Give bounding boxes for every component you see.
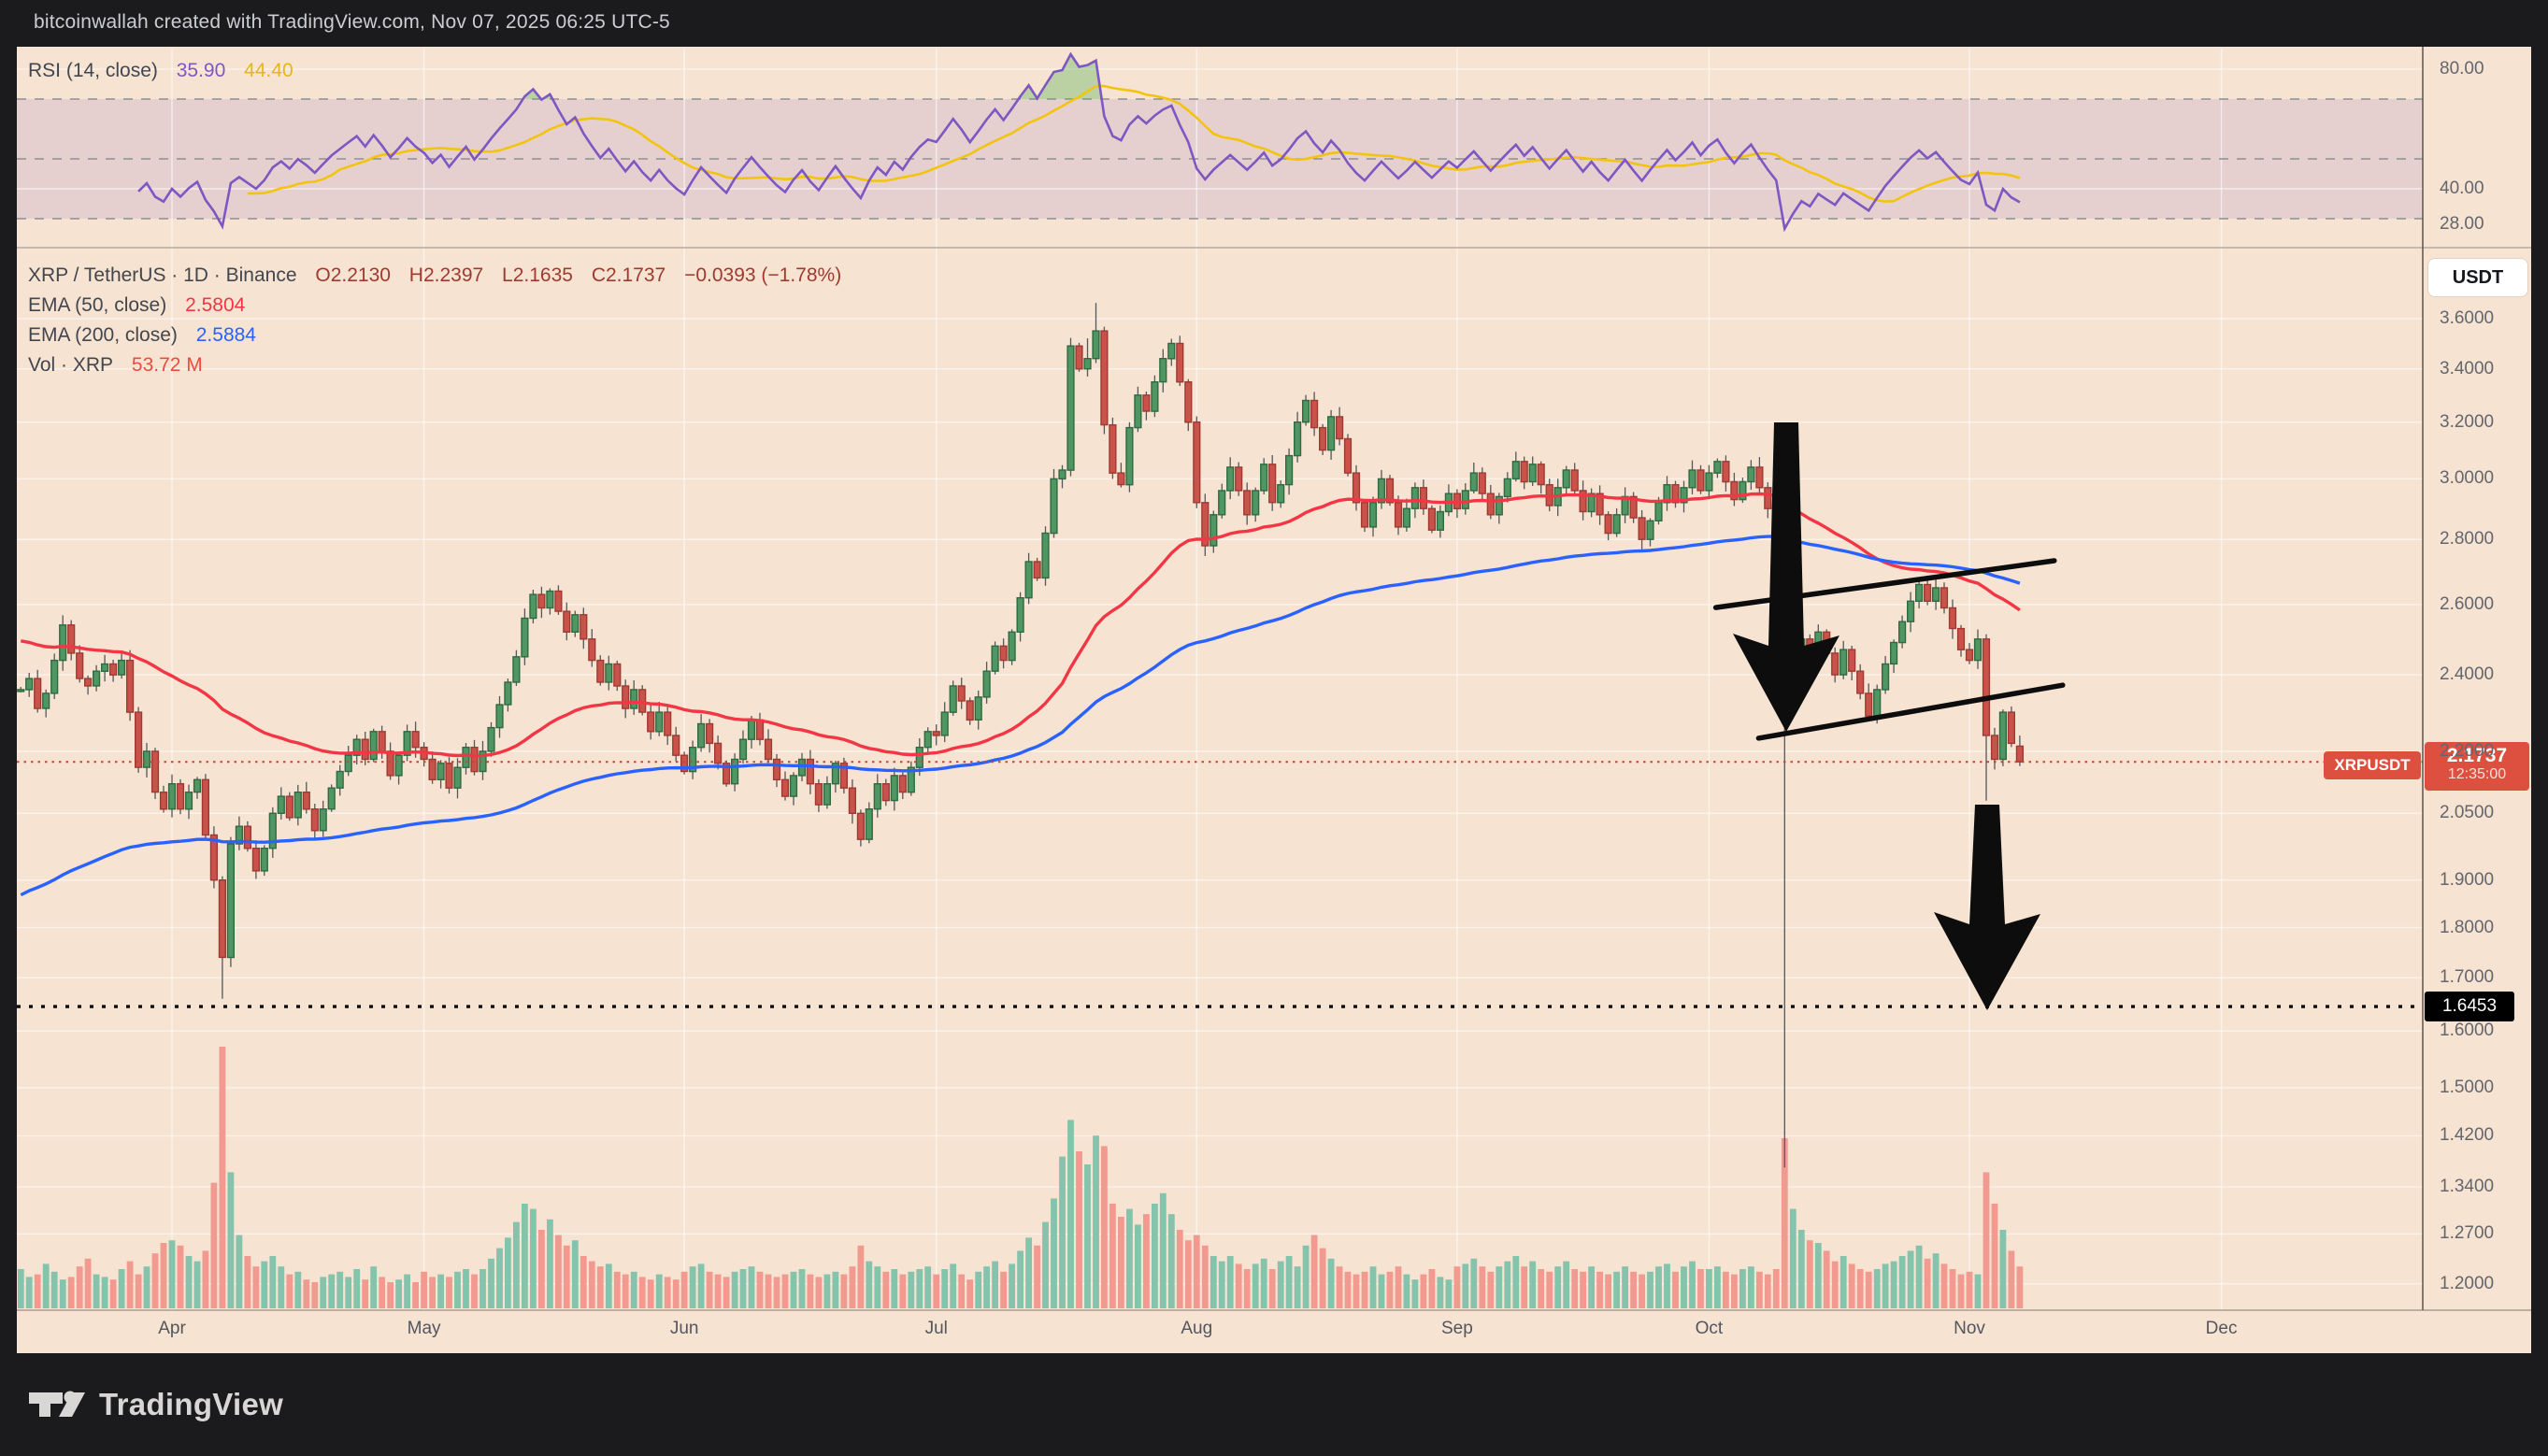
symbol-legend[interactable]: XRP / TetherUS · 1D · Binance O2.2130 H2… bbox=[28, 264, 854, 287]
volume-legend[interactable]: Vol · XRP 53.72 M bbox=[28, 354, 216, 377]
change-value: −0.0393 (−1.78%) bbox=[684, 264, 842, 286]
price-axis-tick: 3.2000 bbox=[2440, 411, 2495, 432]
rsi-legend-label: RSI (14, close) bbox=[28, 60, 158, 81]
tradingview-wordmark: TradingView bbox=[99, 1387, 284, 1421]
price-axis-tick: 1.5000 bbox=[2440, 1077, 2495, 1097]
price-axis-tick: 2.6000 bbox=[2440, 593, 2495, 614]
currency-toggle-button[interactable]: USDT bbox=[2428, 259, 2527, 296]
ema50-label: EMA (50, close) bbox=[28, 294, 167, 316]
price-axis-tick: 2.4000 bbox=[2440, 664, 2495, 685]
ema200-legend[interactable]: EMA (200, close) 2.5884 bbox=[28, 324, 269, 347]
arrow-breakdown[interactable] bbox=[1934, 805, 2040, 1010]
rsi-value: 35.90 bbox=[176, 60, 226, 81]
time-axis-label: Sep bbox=[1440, 1319, 1473, 1338]
ema50-legend[interactable]: EMA (50, close) 2.5804 bbox=[28, 294, 258, 317]
price-axis-tick: 1.2700 bbox=[2440, 1223, 2495, 1244]
price-axis-tick: 1.4200 bbox=[2440, 1125, 2495, 1146]
candles bbox=[17, 303, 2025, 1168]
rsi-axis-tick: 28.00 bbox=[2440, 214, 2484, 235]
time-axis-label: Aug bbox=[1181, 1319, 1213, 1338]
rsi-ma-line bbox=[247, 84, 2021, 203]
rsi-line bbox=[137, 51, 2021, 233]
time-axis-label: Dec bbox=[2205, 1319, 2238, 1338]
price-axis-tick: 2.8000 bbox=[2440, 529, 2495, 550]
ema50-line bbox=[20, 492, 2021, 758]
ema200-label: EMA (200, close) bbox=[28, 324, 178, 346]
ema200-line bbox=[20, 535, 2021, 897]
level-price-axis-label: 1.6453 bbox=[2425, 992, 2514, 1021]
last-price-value: 2.1737 bbox=[2446, 745, 2508, 766]
time-axis-label: May bbox=[407, 1319, 441, 1338]
price-axis-tick: 1.8000 bbox=[2440, 917, 2495, 937]
rsi-ma-value: 44.40 bbox=[244, 60, 293, 81]
volume-bars bbox=[17, 1047, 2024, 1308]
arrow-crash[interactable] bbox=[1733, 422, 1839, 732]
price-axis-tick: 1.7000 bbox=[2440, 967, 2495, 988]
tradingview-logo-icon bbox=[29, 1391, 85, 1417]
rsi-axis-tick: 40.00 bbox=[2440, 178, 2484, 198]
ohlc-low: L2.1635 bbox=[502, 264, 573, 286]
price-axis-tick: 1.6000 bbox=[2440, 1021, 2495, 1041]
price-axis-tick: 2.2000 bbox=[2440, 740, 2495, 761]
rsi-axis-tick: 80.00 bbox=[2440, 59, 2484, 79]
channel-lower[interactable] bbox=[1755, 682, 2066, 741]
price-axis-tick: 1.2000 bbox=[2440, 1273, 2495, 1293]
attribution-text: bitcoinwallah created with TradingView.c… bbox=[34, 11, 670, 33]
tradingview-brand[interactable]: TradingView bbox=[28, 1387, 283, 1422]
time-axis-label: Jul bbox=[924, 1319, 948, 1338]
time-axis-label: Jun bbox=[669, 1319, 699, 1338]
rsi-legend[interactable]: RSI (14, close) 35.90 44.40 bbox=[28, 60, 307, 82]
price-axis-tick: 3.6000 bbox=[2440, 308, 2495, 328]
time-axis-label: Oct bbox=[1695, 1319, 1724, 1338]
volume-value: 53.72 M bbox=[131, 354, 203, 376]
symbol-title: XRP / TetherUS · 1D · Binance bbox=[28, 264, 297, 286]
ema200-value: 2.5884 bbox=[195, 324, 256, 346]
time-axis-label: Nov bbox=[1954, 1319, 1985, 1338]
last-price-countdown: 12:35:00 bbox=[2447, 766, 2507, 783]
last-price-axis-label: 2.1737 12:35:00 bbox=[2425, 742, 2529, 791]
volume-label: Vol · XRP bbox=[28, 354, 114, 376]
price-axis-tick: 3.0000 bbox=[2440, 468, 2495, 489]
time-axis-label: Apr bbox=[158, 1319, 186, 1338]
ohlc-high: H2.2397 bbox=[408, 264, 484, 286]
price-axis-tick: 1.3400 bbox=[2440, 1176, 2495, 1196]
ohlc-open: O2.2130 bbox=[315, 264, 391, 286]
ohlc-close: C2.1737 bbox=[591, 264, 666, 286]
price-axis-tick: 1.9000 bbox=[2440, 869, 2495, 890]
price-axis-tick: 2.0500 bbox=[2440, 803, 2495, 823]
last-price-symbol-tag: XRPUSDT bbox=[2324, 751, 2421, 779]
price-axis-tick: 3.4000 bbox=[2440, 358, 2495, 378]
ema50-value: 2.5804 bbox=[185, 294, 246, 316]
